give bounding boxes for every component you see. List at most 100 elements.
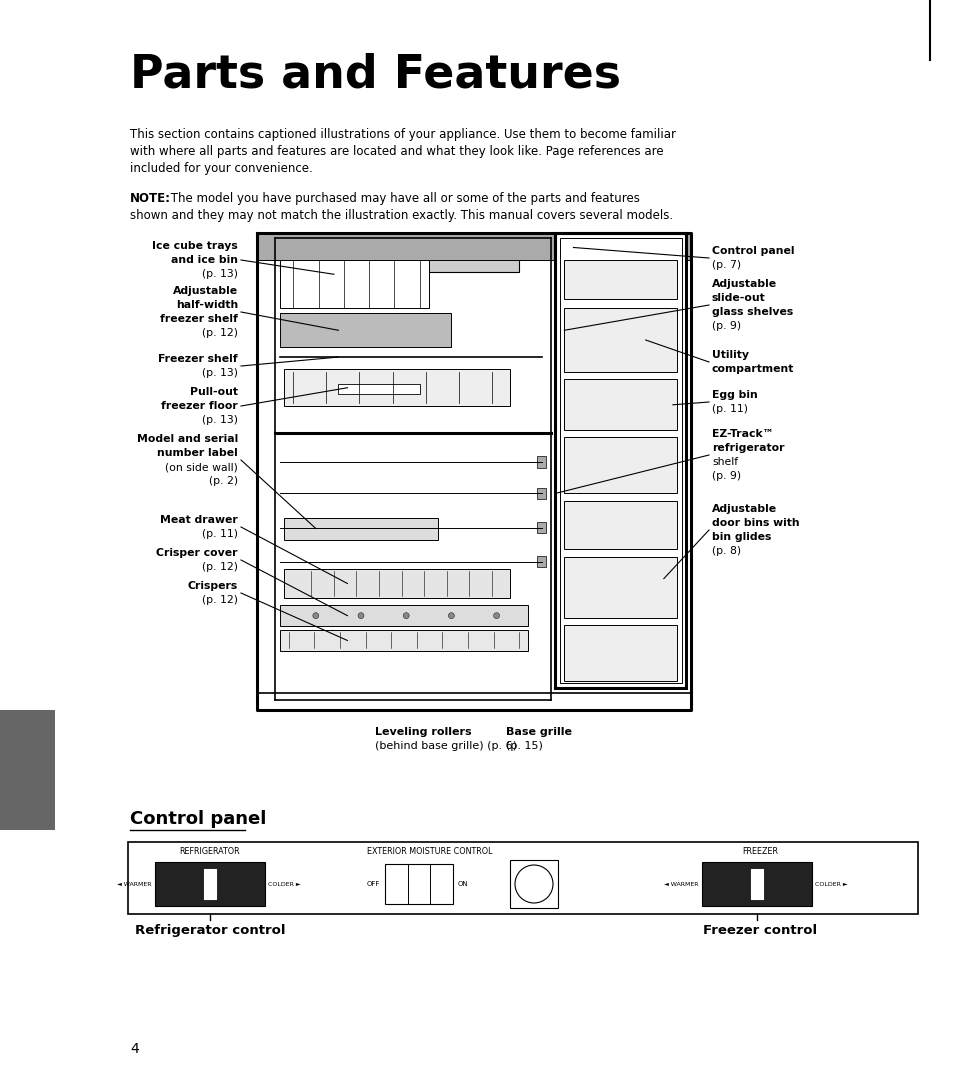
Bar xyxy=(537,522,546,534)
Circle shape xyxy=(403,612,409,619)
Text: (p. 11): (p. 11) xyxy=(711,404,747,414)
Text: Parts and Features: Parts and Features xyxy=(130,52,620,97)
Text: Ice cube trays: Ice cube trays xyxy=(152,241,237,251)
Text: 4: 4 xyxy=(207,880,213,888)
Text: Control panel: Control panel xyxy=(711,246,794,256)
Bar xyxy=(564,260,677,298)
Bar xyxy=(284,569,510,599)
Text: 4: 4 xyxy=(130,1042,138,1056)
Bar xyxy=(564,438,677,493)
Bar xyxy=(749,868,763,900)
Text: Model and serial: Model and serial xyxy=(136,435,237,444)
Text: Crispers: Crispers xyxy=(188,581,237,591)
Text: (p. 7): (p. 7) xyxy=(711,260,740,271)
Text: Freezer shelf: Freezer shelf xyxy=(158,354,237,364)
Bar xyxy=(537,488,546,499)
Text: FREEZER: FREEZER xyxy=(741,847,778,856)
Bar xyxy=(338,383,419,394)
Text: Adjustable: Adjustable xyxy=(711,279,777,289)
Text: (p. 11): (p. 11) xyxy=(202,529,237,539)
Bar xyxy=(284,518,437,540)
Text: Utility: Utility xyxy=(711,350,748,360)
Text: COLDER ►: COLDER ► xyxy=(268,882,300,886)
Text: OFF: OFF xyxy=(366,881,379,887)
Bar xyxy=(510,861,558,908)
Bar xyxy=(559,237,681,684)
Text: (p. 9): (p. 9) xyxy=(711,321,740,331)
Bar xyxy=(564,309,677,372)
Text: Base grille: Base grille xyxy=(505,727,571,737)
Bar xyxy=(564,625,677,681)
Bar xyxy=(154,862,265,906)
Text: (behind base grille) (p. 6): (behind base grille) (p. 6) xyxy=(375,741,516,751)
Bar xyxy=(128,842,917,914)
Text: (p. 12): (p. 12) xyxy=(202,562,237,572)
Text: shown and they may not match the illustration exactly. This manual covers severa: shown and they may not match the illustr… xyxy=(130,209,673,222)
Bar xyxy=(537,556,546,568)
Text: (p. 13): (p. 13) xyxy=(202,368,237,378)
Circle shape xyxy=(493,612,499,619)
Text: ◄ WARMER: ◄ WARMER xyxy=(664,882,699,886)
Text: glass shelves: glass shelves xyxy=(711,307,792,317)
Text: (p. 12): (p. 12) xyxy=(202,595,237,605)
Text: Pull-out: Pull-out xyxy=(190,387,237,397)
Bar xyxy=(279,243,518,272)
Text: compartment: compartment xyxy=(711,364,794,374)
Bar xyxy=(279,629,528,651)
Bar xyxy=(564,501,677,550)
Text: bin glides: bin glides xyxy=(711,532,771,542)
Text: and ice bin: and ice bin xyxy=(171,255,237,265)
Text: EXTERIOR MOISTURE CONTROL: EXTERIOR MOISTURE CONTROL xyxy=(367,847,493,856)
Bar xyxy=(0,710,55,830)
Text: EZ-Track™: EZ-Track™ xyxy=(711,429,773,439)
Text: included for your convenience.: included for your convenience. xyxy=(130,162,313,175)
Text: REFRIGERATOR: REFRIGERATOR xyxy=(179,847,240,856)
Circle shape xyxy=(313,612,318,619)
Text: NOTE:: NOTE: xyxy=(130,192,171,204)
Bar xyxy=(385,864,453,904)
Bar xyxy=(564,379,677,430)
Text: ON: ON xyxy=(457,881,468,887)
Text: Adjustable: Adjustable xyxy=(711,504,777,514)
Text: (p. 9): (p. 9) xyxy=(711,471,740,481)
Bar xyxy=(256,233,690,260)
Text: Freezer control: Freezer control xyxy=(702,924,816,937)
Text: The model you have purchased may have all or some of the parts and features: The model you have purchased may have al… xyxy=(167,192,639,204)
Text: (p. 2): (p. 2) xyxy=(209,476,237,486)
Bar xyxy=(564,557,677,618)
Text: Meat drawer: Meat drawer xyxy=(160,515,237,525)
Text: This section contains captioned illustrations of your appliance. Use them to bec: This section contains captioned illustra… xyxy=(130,128,676,141)
Text: Egg bin: Egg bin xyxy=(711,390,757,400)
Text: (p. 13): (p. 13) xyxy=(202,269,237,279)
Bar xyxy=(279,313,451,347)
Text: (p. 8): (p. 8) xyxy=(711,546,740,556)
Bar xyxy=(203,868,216,900)
Bar xyxy=(537,456,546,468)
Bar xyxy=(279,605,528,626)
Circle shape xyxy=(357,612,364,619)
Text: C: C xyxy=(753,880,760,888)
Bar xyxy=(279,260,428,309)
Text: freezer floor: freezer floor xyxy=(161,402,237,411)
Text: ◄ WARMER: ◄ WARMER xyxy=(117,882,152,886)
Bar xyxy=(284,370,510,406)
Text: slide-out: slide-out xyxy=(711,293,765,304)
Bar xyxy=(555,233,686,688)
Text: door bins with: door bins with xyxy=(711,518,799,528)
Text: (on side wall): (on side wall) xyxy=(165,462,237,472)
Text: (p. 15): (p. 15) xyxy=(505,741,542,751)
Text: with where all parts and features are located and what they look like. Page refe: with where all parts and features are lo… xyxy=(130,145,663,158)
Bar xyxy=(701,862,811,906)
Text: half-width: half-width xyxy=(175,300,237,310)
Text: Adjustable: Adjustable xyxy=(172,286,237,296)
Text: (p. 12): (p. 12) xyxy=(202,328,237,338)
Text: freezer shelf: freezer shelf xyxy=(160,314,237,324)
Text: COLDER ►: COLDER ► xyxy=(814,882,846,886)
Text: Refrigerator control: Refrigerator control xyxy=(134,924,285,937)
Text: (p. 13): (p. 13) xyxy=(202,415,237,425)
Text: number label: number label xyxy=(157,448,237,458)
Text: shelf: shelf xyxy=(711,457,738,466)
Text: refrigerator: refrigerator xyxy=(711,443,783,453)
Text: Leveling rollers: Leveling rollers xyxy=(375,727,471,737)
Circle shape xyxy=(448,612,454,619)
